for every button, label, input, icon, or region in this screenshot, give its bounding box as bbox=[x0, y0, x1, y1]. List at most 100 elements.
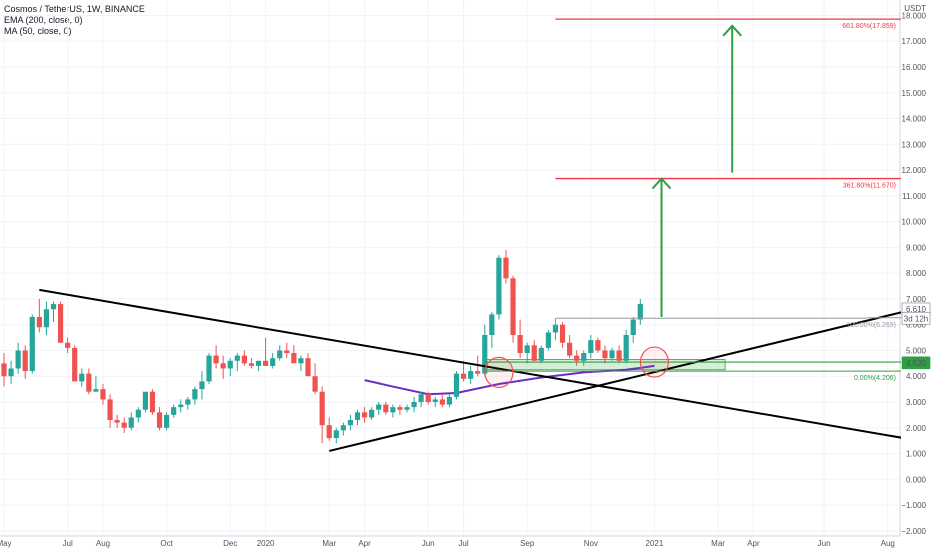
candle bbox=[22, 345, 28, 379]
candle-body bbox=[460, 373, 467, 379]
candle-body bbox=[57, 304, 64, 343]
downtrend-trendline bbox=[39, 288, 932, 444]
candle-body bbox=[29, 316, 35, 372]
price-tick-label: 14.000 bbox=[902, 115, 927, 124]
candle-body bbox=[531, 345, 537, 361]
candle bbox=[284, 342, 290, 359]
candle bbox=[312, 363, 318, 395]
candle-body bbox=[383, 404, 389, 413]
candle bbox=[72, 345, 78, 382]
candle-body bbox=[142, 391, 148, 410]
candle-body bbox=[404, 407, 410, 410]
candle bbox=[234, 353, 240, 372]
candle bbox=[588, 335, 594, 359]
candle bbox=[489, 311, 495, 348]
price-tick-label: 3.000 bbox=[906, 398, 927, 407]
candle bbox=[425, 391, 431, 405]
candle bbox=[65, 337, 71, 354]
candle-body bbox=[637, 304, 643, 320]
candle bbox=[616, 345, 622, 364]
candle bbox=[524, 342, 530, 364]
candle-body bbox=[192, 389, 198, 400]
candle-body bbox=[36, 316, 42, 328]
candle bbox=[531, 340, 537, 361]
candle-body bbox=[93, 389, 99, 392]
candle-body bbox=[623, 335, 629, 361]
candle-body bbox=[291, 353, 297, 364]
candle bbox=[369, 407, 375, 421]
candle bbox=[50, 301, 57, 323]
candle-body bbox=[121, 422, 127, 428]
candle-body bbox=[510, 278, 516, 335]
fib-level-label: 661.80%(17.859) bbox=[842, 23, 896, 30]
candle bbox=[1, 353, 7, 387]
ma-legend-item: MA (50, close, 0) bbox=[4, 26, 72, 36]
time-tick-label: Nov bbox=[584, 539, 598, 548]
candle-body bbox=[503, 257, 509, 279]
retest-circle bbox=[484, 356, 514, 388]
candle-body bbox=[524, 345, 530, 354]
chart-legend: Cosmos / TetherUS, 1W, BINANCE EMA (200,… bbox=[4, 4, 145, 37]
candle bbox=[305, 353, 311, 377]
candle-body bbox=[8, 368, 14, 377]
candle bbox=[199, 371, 205, 400]
candle-body bbox=[418, 394, 424, 402]
candle bbox=[637, 298, 643, 325]
candle bbox=[270, 353, 276, 369]
candle-body bbox=[326, 425, 332, 439]
candle bbox=[79, 368, 85, 387]
candle bbox=[206, 353, 212, 384]
candle bbox=[411, 396, 417, 413]
candle bbox=[482, 324, 488, 377]
candle bbox=[142, 391, 148, 413]
candle-body bbox=[255, 360, 262, 366]
candle bbox=[453, 371, 460, 400]
candle-body bbox=[270, 358, 276, 366]
candle-body bbox=[284, 350, 290, 354]
candle-body bbox=[411, 402, 417, 408]
candle bbox=[397, 404, 403, 415]
candle-body bbox=[171, 407, 177, 415]
price-tick-label: 15.000 bbox=[902, 89, 927, 98]
candle-body bbox=[248, 363, 255, 366]
price-tick-label: 5.000 bbox=[906, 346, 927, 355]
candle bbox=[404, 404, 410, 413]
time-tick-label: May bbox=[0, 539, 12, 548]
candle bbox=[86, 368, 92, 395]
candle-body bbox=[227, 360, 233, 369]
price-axis-marker bbox=[901, 311, 931, 325]
candle-body bbox=[305, 358, 311, 377]
price-tick-label: 18.000 bbox=[902, 11, 927, 20]
candle bbox=[630, 316, 636, 343]
candle-body bbox=[50, 304, 57, 310]
price-tick-label: 17.000 bbox=[902, 37, 927, 46]
candle-body bbox=[65, 342, 71, 348]
candle bbox=[602, 345, 608, 364]
candle-body bbox=[262, 360, 269, 366]
candle bbox=[100, 383, 106, 405]
candle bbox=[581, 350, 587, 366]
candle-body bbox=[446, 396, 453, 405]
candle-body bbox=[545, 332, 551, 348]
candle bbox=[503, 249, 509, 284]
candle bbox=[574, 350, 580, 366]
candle-body bbox=[213, 355, 219, 364]
candle bbox=[390, 404, 396, 418]
candle-body bbox=[439, 399, 445, 405]
candle bbox=[128, 412, 134, 431]
candle bbox=[156, 407, 163, 431]
candle bbox=[439, 394, 445, 408]
candle-body bbox=[390, 407, 396, 413]
price-axis-bg bbox=[901, 0, 932, 550]
price-tick-label: 10.000 bbox=[902, 218, 927, 227]
candle bbox=[559, 322, 566, 348]
candle-body bbox=[298, 358, 304, 364]
candle-body bbox=[164, 414, 170, 428]
price-tick-label: 13.000 bbox=[902, 140, 927, 149]
candle bbox=[595, 337, 601, 354]
candle-body bbox=[376, 404, 382, 410]
candle-body bbox=[616, 350, 622, 361]
candle bbox=[319, 386, 325, 444]
time-tick-label: 2020 bbox=[257, 539, 275, 548]
